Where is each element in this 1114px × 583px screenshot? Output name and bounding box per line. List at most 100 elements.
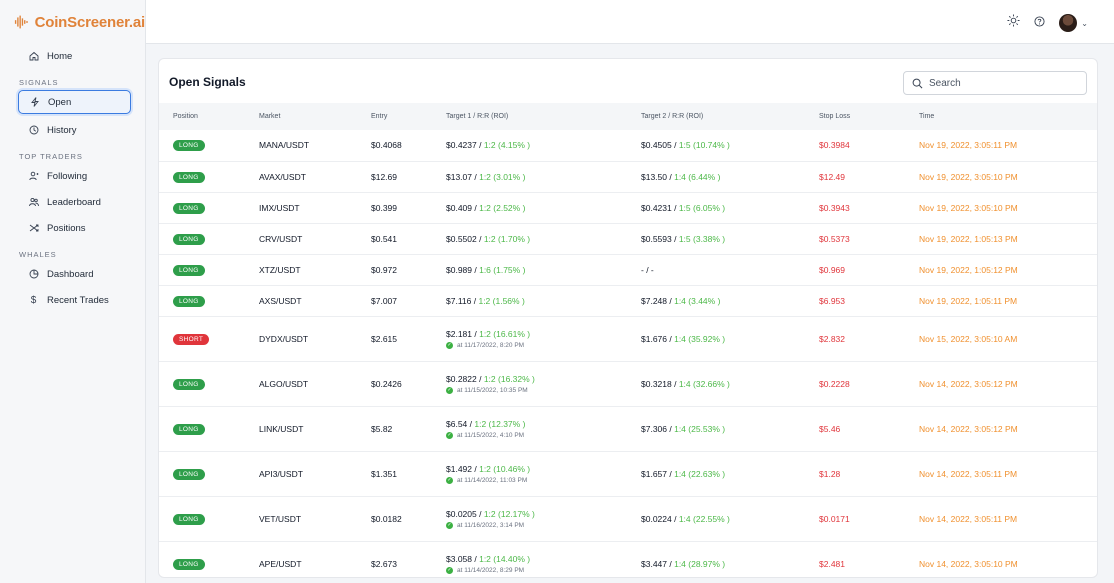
- target2-cell: $1.676 / 1:4 (35.92% ): [641, 333, 726, 344]
- target-hit-note: ✓ at 11/16/2022, 3:14 PM: [446, 521, 641, 529]
- table-row[interactable]: LONG ALGO/USDT $0.2426 $0.2822 / 1:2 (16.32…: [159, 361, 1097, 406]
- target1-cell: $0.409 / 1:2 (2.52% ): [446, 202, 526, 213]
- sidebar-item-label: History: [47, 124, 77, 136]
- table-row[interactable]: SHORT DYDX/USDT $2.615 $2.181 / 1:2 (16.61%…: [159, 316, 1097, 361]
- chevron-down-icon[interactable]: ⌄: [1081, 18, 1088, 28]
- column-header[interactable]: Stop Loss: [819, 113, 851, 120]
- target2-price: $0.0224: [641, 513, 672, 524]
- target1-rr: 1:2 (1.70% ): [483, 233, 531, 244]
- target2-rr: 1:4 (35.92% ): [674, 333, 726, 344]
- table-row[interactable]: LONG APE/USDT $2.673 $3.058 / 1:2 (14.40% )…: [159, 541, 1097, 577]
- target-hit-note: ✓ at 11/14/2022, 11:03 PM: [446, 476, 641, 484]
- column-header[interactable]: Target 1 / R:R (ROI): [446, 113, 509, 120]
- target1-price: $0.2822: [446, 373, 477, 384]
- time-cell: Nov 19, 2022, 3:05:11 PM: [919, 140, 1018, 151]
- table-row[interactable]: LONG IMX/USDT $0.399 $0.409 / 1:2 (2.52% ) $…: [159, 192, 1097, 223]
- position-badge: LONG: [173, 233, 205, 245]
- stop-loss-cell: $6.953: [819, 295, 845, 306]
- position-badge: LONG: [173, 264, 205, 276]
- target1-price: $13.07: [446, 171, 472, 182]
- target2-price: $7.248: [641, 295, 667, 306]
- target2-price: $0.4505: [641, 140, 672, 151]
- table-row[interactable]: LONG AXS/USDT $7.007 $7.116 / 1:2 (1.56% ) $…: [159, 285, 1097, 316]
- check-icon: ✓: [446, 341, 453, 349]
- entry-cell: $12.69: [371, 171, 397, 182]
- section-title-top-traders: TOP TRADERS: [19, 151, 83, 161]
- time-cell: Nov 19, 2022, 1:05:12 PM: [919, 264, 1018, 275]
- target2-cell: $1.657 / 1:4 (22.63% ): [641, 468, 726, 479]
- target1-rr: 1:2 (16.32% ): [483, 373, 535, 384]
- table-row[interactable]: LONG LINK/USDT $5.82 $6.54 / 1:2 (12.37% ) ✓…: [159, 406, 1097, 451]
- entry-cell: $0.399: [371, 202, 397, 213]
- table-row[interactable]: LONG MANA/USDT $0.4068 $0.4237 / 1:2 (4.15%…: [159, 130, 1097, 161]
- check-icon: ✓: [446, 386, 453, 394]
- target1-rr: 1:2 (14.40% ): [479, 553, 531, 564]
- column-header[interactable]: Market: [259, 113, 281, 120]
- sidebar-item-label: Leaderboard: [47, 196, 101, 208]
- table-row[interactable]: LONG CRV/USDT $0.541 $0.5502 / 1:2 (1.70% )…: [159, 223, 1097, 254]
- target1-price: $7.116: [446, 295, 472, 306]
- column-header[interactable]: Time: [919, 113, 935, 120]
- target1-cell: $0.2822 / 1:2 (16.32% ) ✓ at 11/15/2022, 1…: [446, 361, 641, 406]
- page-title: Open Signals: [169, 75, 246, 89]
- target1-rr: 1:2 (3.01% ): [479, 171, 526, 182]
- market-cell: ALGO/USDT: [259, 378, 309, 389]
- target1-rr: 1:2 (12.37% ): [474, 418, 526, 429]
- sidebar-item-positions[interactable]: Positions: [18, 216, 131, 240]
- target2-rr: 1:4 (28.97% ): [674, 558, 726, 569]
- table-row[interactable]: LONG API3/USDT $1.351 $1.492 / 1:2 (10.46% …: [159, 451, 1097, 496]
- target2-price: $0.5593: [641, 233, 672, 244]
- target2-cell: $13.50 / 1:4 (6.44% ): [641, 171, 721, 182]
- sidebar-item-recent-trades[interactable]: $ Recent Trades: [18, 288, 131, 312]
- sidebar-item-label: Recent Trades: [47, 294, 109, 306]
- top-icons: ⌄: [1007, 14, 1088, 32]
- target2-cell: $3.447 / 1:4 (28.97% ): [641, 558, 726, 569]
- target2-cell: $0.4231 / 1:5 (6.05% ): [641, 202, 726, 213]
- target-hit-note: ✓ at 11/14/2022, 8:29 PM: [446, 566, 641, 574]
- target2-rr: 1:5 (3.38% ): [678, 233, 726, 244]
- search-box[interactable]: [903, 71, 1087, 95]
- table-row[interactable]: LONG XTZ/USDT $0.972 $0.989 / 1:6 (1.75% ) -…: [159, 254, 1097, 285]
- column-header[interactable]: Entry: [371, 113, 388, 120]
- stop-loss-cell: $0.5373: [819, 233, 850, 244]
- target2-price: $0.4231: [641, 202, 672, 213]
- sidebar-item-home[interactable]: Home: [18, 44, 131, 68]
- sidebar-item-history[interactable]: History: [18, 118, 131, 142]
- time-cell: Nov 19, 2022, 3:05:10 PM: [919, 171, 1018, 182]
- target1-price: $0.4237: [446, 140, 477, 151]
- entry-cell: $2.615: [371, 333, 397, 344]
- sidebar-item-open[interactable]: Open: [18, 90, 131, 114]
- target1-cell: $0.4237 / 1:2 (4.15% ): [446, 140, 531, 151]
- column-header[interactable]: Position: [173, 113, 198, 120]
- target1-rr: 1:2 (1.56% ): [478, 295, 525, 306]
- search-icon: [912, 78, 923, 88]
- help-icon[interactable]: [1034, 14, 1045, 32]
- sidebar-item-following[interactable]: Following: [18, 164, 131, 188]
- stop-loss-cell: $0.0171: [819, 513, 850, 524]
- target2-rr: 1:5 (10.74% ): [678, 140, 730, 151]
- logo[interactable]: CoinScreener.ai: [0, 0, 145, 44]
- target1-cell: $3.058 / 1:2 (14.40% ) ✓ at 11/14/2022, 8:…: [446, 541, 641, 577]
- sidebar-item-leaderboard[interactable]: Leaderboard: [18, 190, 131, 214]
- table-row[interactable]: LONG AVAX/USDT $12.69 $13.07 / 1:2 (3.01% )…: [159, 161, 1097, 192]
- avatar[interactable]: [1059, 14, 1078, 32]
- target2-price: $3.447: [641, 558, 667, 569]
- sun-icon[interactable]: [1007, 14, 1020, 32]
- table-row[interactable]: LONG VET/USDT $0.0182 $0.0205 / 1:2 (12.17%…: [159, 496, 1097, 541]
- target1-rr: 1:2 (16.61% ): [479, 328, 531, 339]
- target1-price: $0.0205: [446, 508, 477, 519]
- target1-rr: 1:2 (2.52% ): [479, 202, 526, 213]
- entry-cell: $2.673: [371, 558, 397, 569]
- users-icon: [28, 197, 39, 208]
- top-bar: ⌄: [146, 0, 1114, 44]
- target-hit-note: ✓ at 11/15/2022, 10:35 PM: [446, 386, 641, 394]
- column-header[interactable]: Target 2 / R:R (ROI): [641, 113, 704, 120]
- stop-loss-cell: $2.481: [819, 558, 845, 569]
- sidebar-item-dashboard[interactable]: Dashboard: [18, 262, 131, 286]
- target1-cell: $7.116 / 1:2 (1.56% ): [446, 295, 525, 306]
- entry-cell: $5.82: [371, 423, 393, 434]
- market-cell: VET/USDT: [259, 513, 302, 524]
- sidebar: CoinScreener.ai Home SIGNALS Open Histor…: [0, 0, 146, 583]
- check-icon: ✓: [446, 476, 453, 484]
- search-input[interactable]: [929, 77, 1079, 89]
